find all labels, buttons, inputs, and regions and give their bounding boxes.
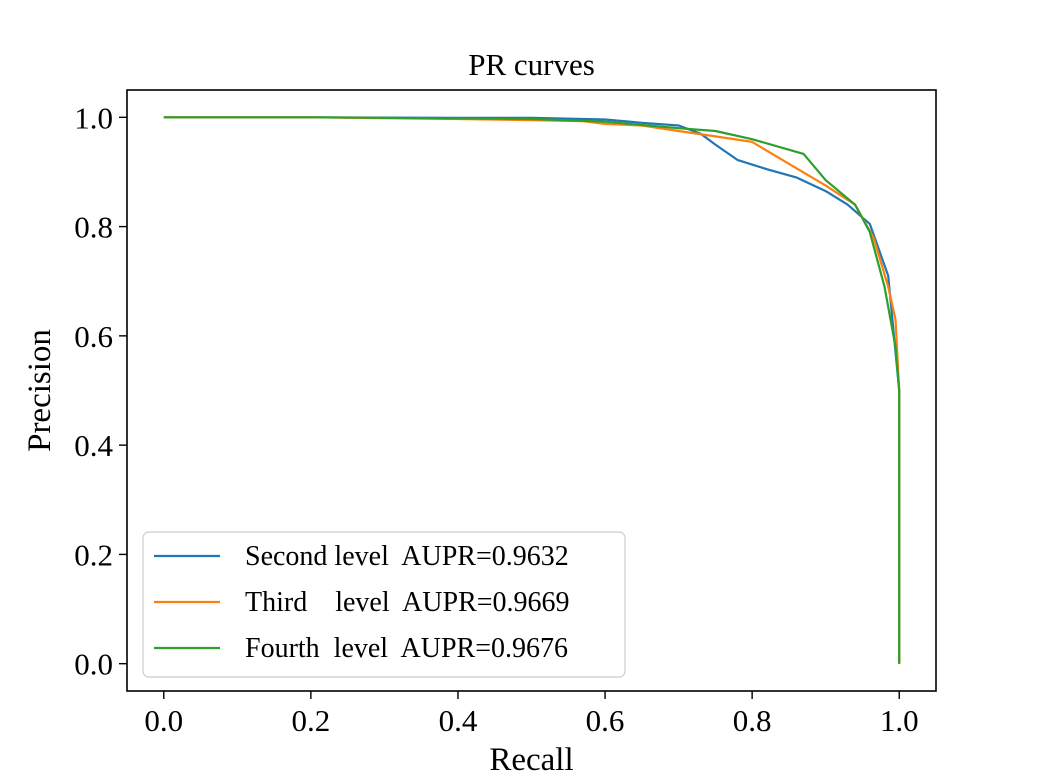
y-tick-label: 0.4 <box>74 428 113 463</box>
y-axis-label: Precision <box>22 329 58 452</box>
x-axis-ticks: 0.0 0.2 0.4 0.6 0.8 1.0 <box>144 691 919 738</box>
y-tick-label: 0.0 <box>74 647 113 682</box>
x-tick-label: 1.0 <box>880 703 919 738</box>
x-tick-label: 0.8 <box>733 703 772 738</box>
y-tick-label: 0.8 <box>74 210 113 245</box>
x-tick-label: 0.0 <box>144 703 183 738</box>
y-axis-ticks: 0.0 0.2 0.4 0.6 0.8 1.0 <box>74 100 127 682</box>
series-line-3 <box>163 116 901 664</box>
legend-label: Fourth level AUPR=0.9676 <box>245 633 568 664</box>
legend-label: Second level AUPR=0.9632 <box>245 541 569 572</box>
x-tick-label: 0.4 <box>439 703 478 738</box>
x-axis-label: Recall <box>489 742 573 776</box>
x-tick-label: 0.2 <box>291 703 330 738</box>
legend: Second level AUPR=0.9632 Third level AUPR… <box>142 531 626 678</box>
x-tick-label: 0.6 <box>586 703 625 738</box>
plot-frame <box>126 89 937 692</box>
y-tick-label: 1.0 <box>74 100 113 135</box>
legend-box <box>142 531 626 678</box>
y-tick-label: 0.6 <box>74 319 113 354</box>
chart-title: PR curves <box>468 47 595 82</box>
plot-lines <box>163 116 901 664</box>
legend-label: Third level AUPR=0.9669 <box>245 587 570 618</box>
y-tick-label: 0.2 <box>74 537 113 572</box>
